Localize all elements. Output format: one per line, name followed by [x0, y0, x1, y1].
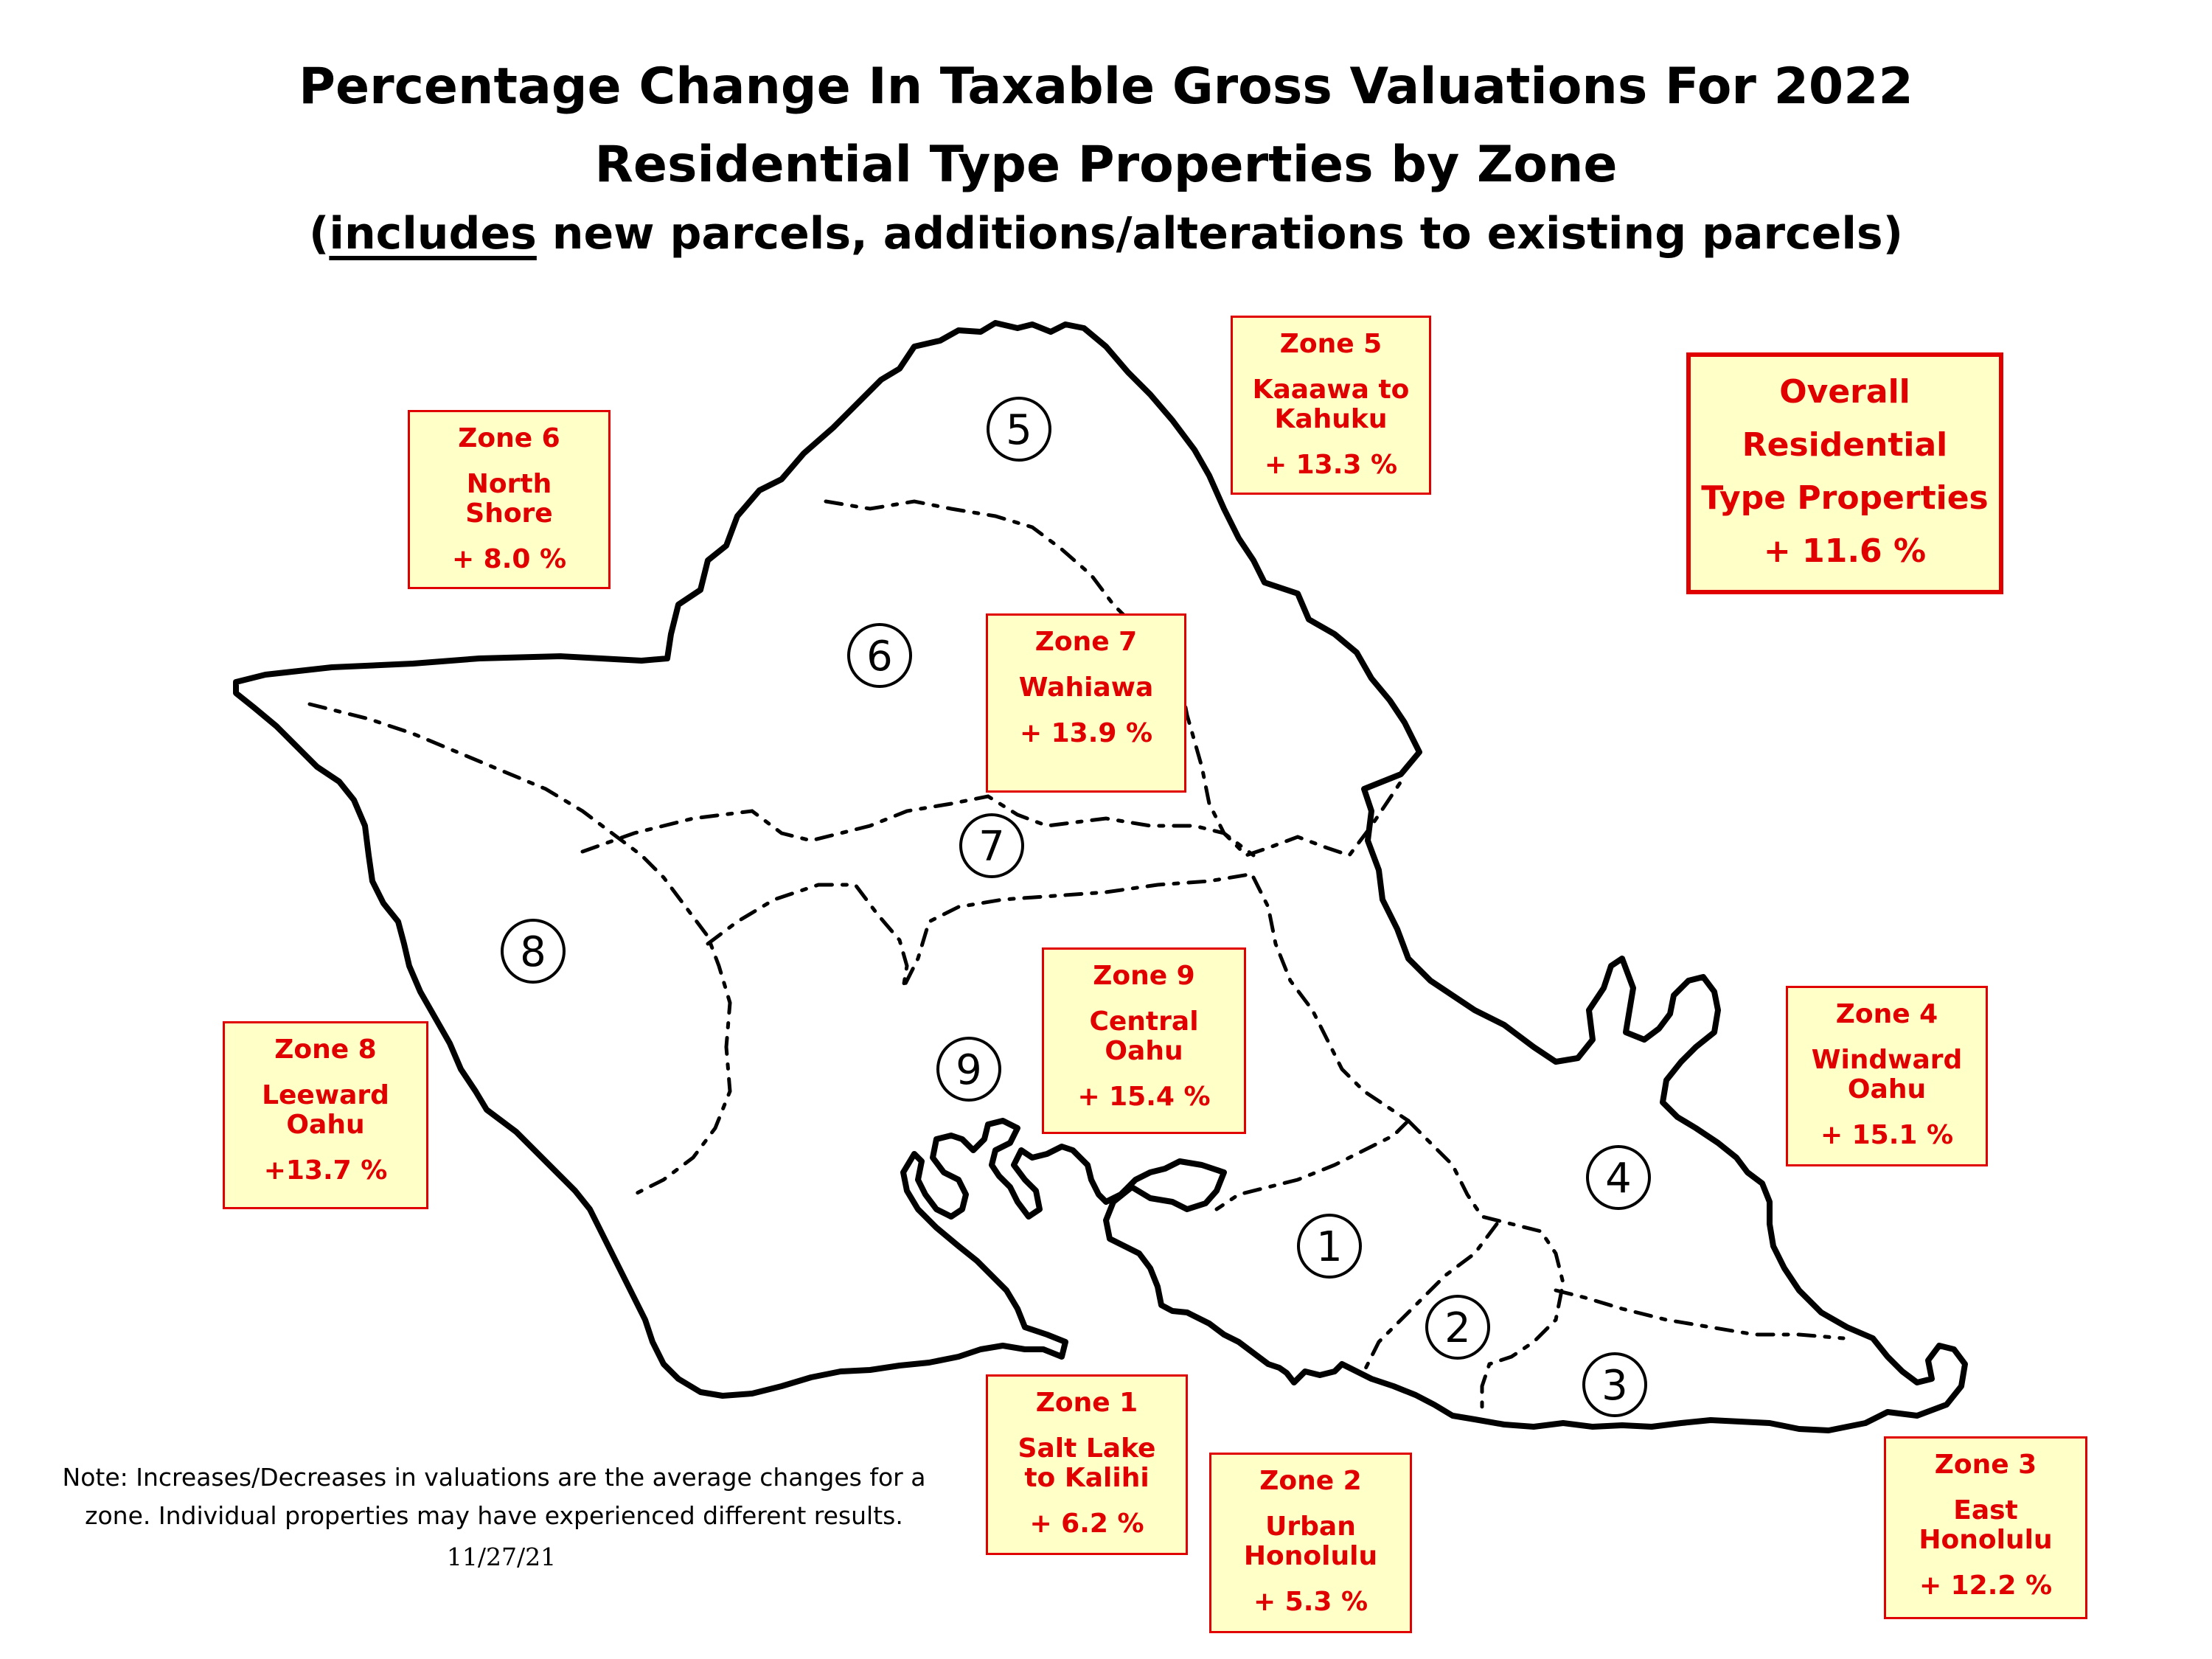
- zone-1-change: + 6.2 %: [1029, 1509, 1144, 1539]
- overall-residential-box: Overall Residential Type Properties + 11…: [1686, 352, 2003, 594]
- zone-2-number: 2: [1444, 1304, 1471, 1352]
- zone-2-name-line1: Urban: [1265, 1512, 1356, 1542]
- zone-7-number: 7: [978, 823, 1005, 871]
- zone-2-name-line2: Honolulu: [1243, 1541, 1378, 1571]
- zone-2-title: Zone 2: [1259, 1466, 1362, 1496]
- zone-5-name-line1: Kaaawa to: [1252, 375, 1410, 405]
- zone-5-title: Zone 5: [1279, 329, 1382, 359]
- zone-6-marker: 6: [847, 623, 912, 688]
- includes-underlined: includes: [329, 208, 537, 260]
- zone-5-number: 5: [1006, 406, 1032, 454]
- zone-7-change: + 13.9 %: [1019, 718, 1153, 748]
- zone-8-marker: 8: [501, 919, 566, 984]
- zone-7-title: Zone 7: [1034, 627, 1138, 657]
- zone-5-change: + 13.3 %: [1264, 450, 1398, 480]
- zone-4-number: 4: [1605, 1155, 1632, 1203]
- zone-1-number: 1: [1316, 1223, 1343, 1271]
- zone-4-name-line1: Windward: [1811, 1045, 1963, 1075]
- zone-1-title: Zone 1: [1035, 1388, 1138, 1418]
- zone-2-box: Zone 2 Urban Honolulu + 5.3 %: [1209, 1453, 1412, 1633]
- zone-8-number: 8: [520, 928, 546, 976]
- overall-change: + 11.6 %: [1763, 532, 1927, 570]
- zone-6-name-line1: North: [466, 469, 552, 499]
- zone-6-title: Zone 6: [458, 423, 560, 453]
- overall-line2: Residential: [1742, 426, 1948, 464]
- zone-7-name-line1: Wahiawa: [1018, 672, 1154, 703]
- zone-2-change: + 5.3 %: [1253, 1587, 1368, 1617]
- zone-9-name-line2: Oahu: [1105, 1036, 1183, 1066]
- zone-3-name-line2: Honolulu: [1919, 1525, 2053, 1555]
- overall-line3: Type Properties: [1701, 479, 1989, 517]
- date-stamp: 11/27/21: [446, 1543, 557, 1571]
- zone-9-marker: 9: [936, 1037, 1001, 1102]
- zone-4-name-line2: Oahu: [1847, 1074, 1927, 1105]
- zone-5-name-line2: Kahuku: [1274, 404, 1388, 434]
- zone-9-number: 9: [956, 1046, 982, 1094]
- zone-9-title: Zone 9: [1093, 961, 1195, 991]
- overall-line1: Overall: [1779, 373, 1910, 411]
- zone-8-title: Zone 8: [274, 1034, 377, 1065]
- zone-3-box: Zone 3 East Honolulu + 12.2 %: [1884, 1436, 2087, 1619]
- zone-4-title: Zone 4: [1835, 999, 1938, 1029]
- zone-6-name-line2: Shore: [465, 498, 553, 529]
- zone-6-change: + 8.0 %: [451, 544, 567, 574]
- zone-1-name-line1: Salt Lake: [1018, 1433, 1156, 1464]
- footnote: Note: Increases/Decreases in valuations …: [44, 1458, 944, 1535]
- zone-8-name-line2: Oahu: [286, 1110, 365, 1140]
- zone-1-box: Zone 1 Salt Lake to Kalihi + 6.2 %: [986, 1374, 1188, 1555]
- zone-7-box: Zone 7 Wahiawa + 13.9 %: [986, 613, 1186, 793]
- zone-3-change: + 12.2 %: [1919, 1571, 2053, 1601]
- zone-1-marker: 1: [1297, 1214, 1362, 1279]
- zone-4-marker: 4: [1586, 1145, 1651, 1210]
- zone-9-box: Zone 9 Central Oahu + 15.4 %: [1042, 947, 1246, 1134]
- zone-4-box: Zone 4 Windward Oahu + 15.1 %: [1786, 986, 1988, 1166]
- zone-9-name-line1: Central: [1089, 1006, 1199, 1037]
- zone-8-box: Zone 8 Leeward Oahu +13.7 %: [223, 1021, 428, 1209]
- zone-6-box: Zone 6 North Shore + 8.0 %: [408, 410, 611, 589]
- zone-3-number: 3: [1601, 1362, 1628, 1410]
- zone-5-box: Zone 5 Kaaawa to Kahuku + 13.3 %: [1231, 316, 1431, 495]
- zone-1-name-line2: to Kalihi: [1024, 1463, 1150, 1493]
- zone-2-marker: 2: [1425, 1295, 1490, 1360]
- map-subtitle-note: (includes new parcels, additions/alterat…: [308, 208, 1904, 260]
- footnote-line2: zone. Individual properties may have exp…: [85, 1501, 903, 1530]
- zone-5-marker: 5: [987, 397, 1051, 462]
- island-outline: [233, 320, 1968, 1433]
- zone-3-marker: 3: [1582, 1352, 1647, 1417]
- zone-6-number: 6: [866, 633, 893, 681]
- footnote-line1: Note: Increases/Decreases in valuations …: [62, 1463, 926, 1492]
- zone-4-change: + 15.1 %: [1820, 1120, 1954, 1150]
- map-subtitle: Residential Type Properties by Zone: [594, 136, 1618, 194]
- zone-8-name-line1: Leeward: [262, 1080, 389, 1110]
- zone-8-change: +13.7 %: [263, 1155, 388, 1186]
- zone-3-name-line1: East: [1953, 1495, 2018, 1526]
- zone-3-title: Zone 3: [1934, 1450, 2037, 1480]
- zone-7-marker: 7: [959, 813, 1024, 878]
- map-title: Percentage Change In Taxable Gross Valua…: [299, 58, 1913, 116]
- zone-9-change: + 15.4 %: [1077, 1082, 1211, 1112]
